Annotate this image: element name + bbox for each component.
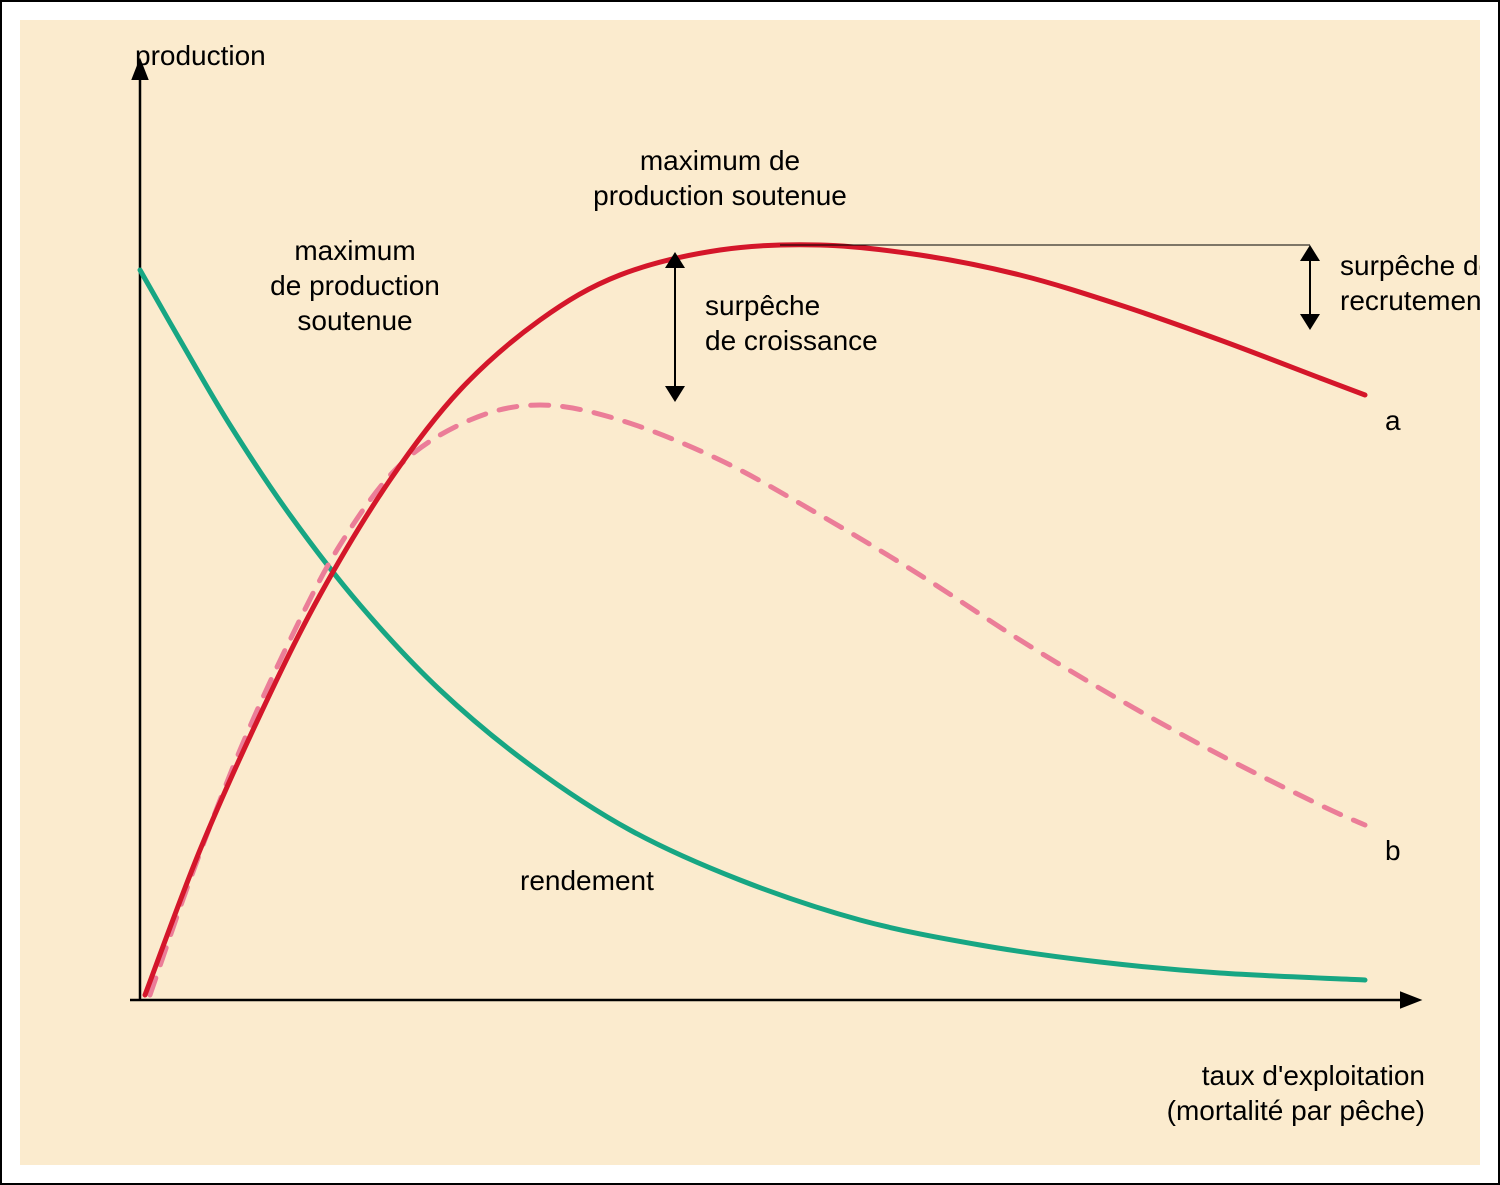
y-axis-title: production	[135, 40, 266, 71]
label-max-prod-top-1: maximum de	[640, 145, 800, 176]
label-max-prod-left-3: soutenue	[297, 305, 412, 336]
label-surpeche-recrutement-1: surpêche de	[1340, 250, 1480, 281]
label-surpeche-croissance-2: de croissance	[705, 325, 878, 356]
label-surpeche-recrutement-2: recrutement	[1340, 285, 1480, 316]
x-axis-title-line2: (mortalité par pêche)	[1167, 1095, 1425, 1126]
label-max-prod-left-2: de production	[270, 270, 440, 301]
label-max-prod-left-1: maximum	[294, 235, 415, 266]
chart-panel: production taux d'exploitation (mortalit…	[20, 20, 1480, 1165]
series-label-b: b	[1385, 835, 1401, 866]
x-axis-title-line1: taux d'exploitation	[1202, 1060, 1425, 1091]
label-surpeche-croissance-1: surpêche	[705, 290, 820, 321]
chart-outer-frame: production taux d'exploitation (mortalit…	[0, 0, 1500, 1185]
label-max-prod-top-2: production soutenue	[593, 180, 847, 211]
label-rendement: rendement	[520, 865, 654, 896]
series-label-a: a	[1385, 405, 1401, 436]
chart-svg: production taux d'exploitation (mortalit…	[20, 20, 1480, 1165]
